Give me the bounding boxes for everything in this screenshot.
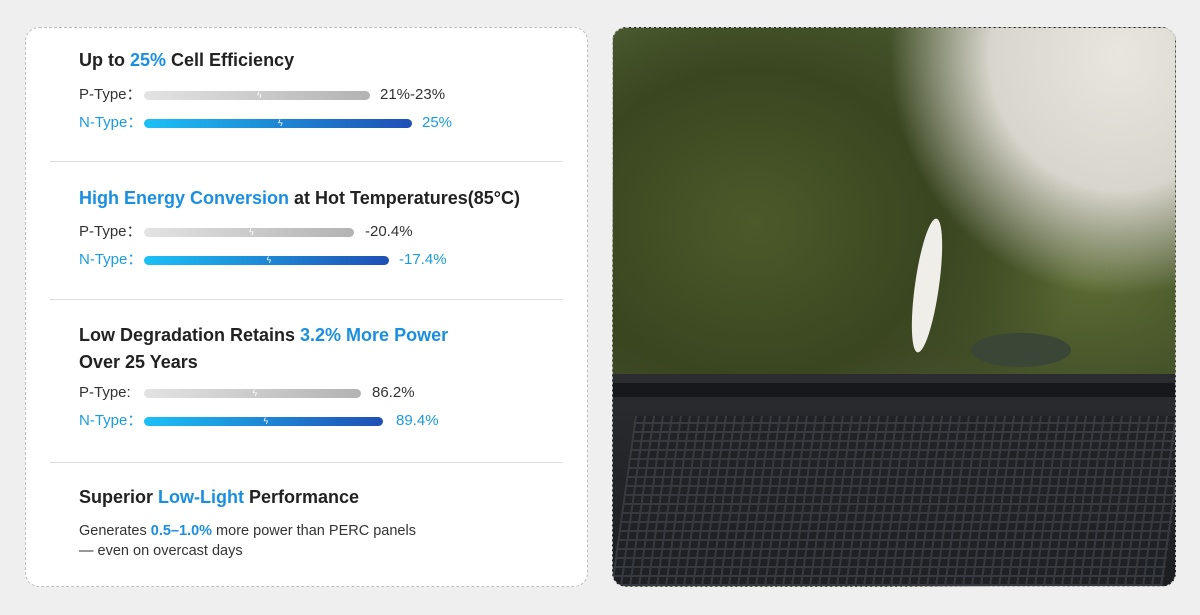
lightning-bolt-icon: ϟ (278, 118, 283, 128)
divider (50, 299, 563, 300)
solar-panel-photo (612, 27, 1176, 587)
p-type-value: 21%-23% (380, 86, 446, 103)
p-type-bar: ϟ (144, 227, 354, 237)
lightning-bolt-icon: ϟ (266, 255, 272, 265)
surfboard (905, 216, 949, 355)
p-type-value: -20.4% (365, 223, 413, 240)
p-type-label: P-Type： (79, 223, 142, 240)
p-type-bar: ϟ (144, 90, 370, 100)
section-title-degradation: Low Degradation Retains 3.2% More Power (79, 325, 449, 345)
lightning-bolt-icon: ϟ (249, 227, 254, 237)
section-title-low-light: Superior Low-Light Performance (79, 487, 360, 507)
p-type-bar: ϟ (144, 388, 361, 398)
p-type-label: P-Type： (79, 86, 142, 103)
p-type-label: P-Type: (79, 384, 131, 401)
lightning-bolt-icon: ϟ (257, 90, 262, 100)
lightning-bolt-icon: ϟ (252, 388, 258, 398)
section-title-efficiency: Up to 25% Cell Efficiency (79, 50, 295, 70)
rail (613, 383, 1175, 397)
p-type-value: 86.2% (372, 384, 415, 401)
n-type-label: N-Type： (79, 412, 143, 429)
lightning-bolt-icon: ϟ (263, 416, 269, 426)
n-type-value: 89.4% (396, 412, 439, 429)
n-type-label: N-Type： (79, 251, 143, 268)
low-light-description: Generates 0.5–1.0% more power than PERC … (79, 523, 416, 559)
n-type-bar: ϟ (144, 255, 389, 265)
n-type-bar: ϟ (144, 416, 383, 426)
n-type-label: N-Type： (79, 114, 143, 131)
surfboard (971, 333, 1071, 367)
n-type-value: 25% (422, 114, 453, 131)
solar-panel (613, 416, 1175, 586)
section-title-degradation-line2: Over 25 Years (79, 352, 198, 372)
divider (50, 462, 563, 463)
n-type-value: -17.4% (399, 251, 447, 268)
section-title-temperature: High Energy Conversion at Hot Temperatur… (79, 188, 520, 208)
n-type-bar: ϟ (144, 118, 412, 128)
divider (50, 161, 563, 162)
